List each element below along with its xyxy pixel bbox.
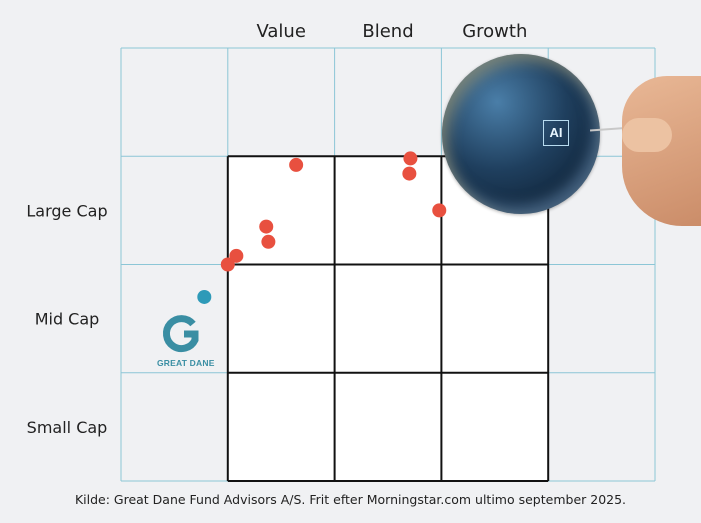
- data-point: [403, 151, 418, 166]
- column-label: Value: [256, 21, 305, 42]
- style-box-background: [227, 156, 549, 481]
- data-point: [261, 234, 276, 249]
- data-point: [289, 157, 304, 172]
- row-label: Mid Cap: [35, 310, 100, 329]
- data-point: [402, 166, 417, 181]
- ai-bubble-image: [442, 54, 600, 214]
- data-point: [197, 289, 212, 304]
- great-dane-logo-text: GREAT DANE: [157, 358, 215, 368]
- source-caption: Kilde: Great Dane Fund Advisors A/S. Fri…: [74, 492, 627, 507]
- ai-chip-icon: AI: [543, 120, 569, 146]
- column-label: Blend: [362, 21, 413, 42]
- data-point: [259, 219, 274, 234]
- row-label: Large Cap: [26, 201, 107, 220]
- row-label: Small Cap: [27, 418, 108, 437]
- finger-image: [622, 118, 672, 152]
- column-label: Growth: [462, 21, 527, 42]
- data-point: [220, 257, 235, 272]
- data-point: [229, 248, 244, 263]
- data-point: [432, 203, 447, 218]
- great-dane-logo-icon: [163, 315, 199, 353]
